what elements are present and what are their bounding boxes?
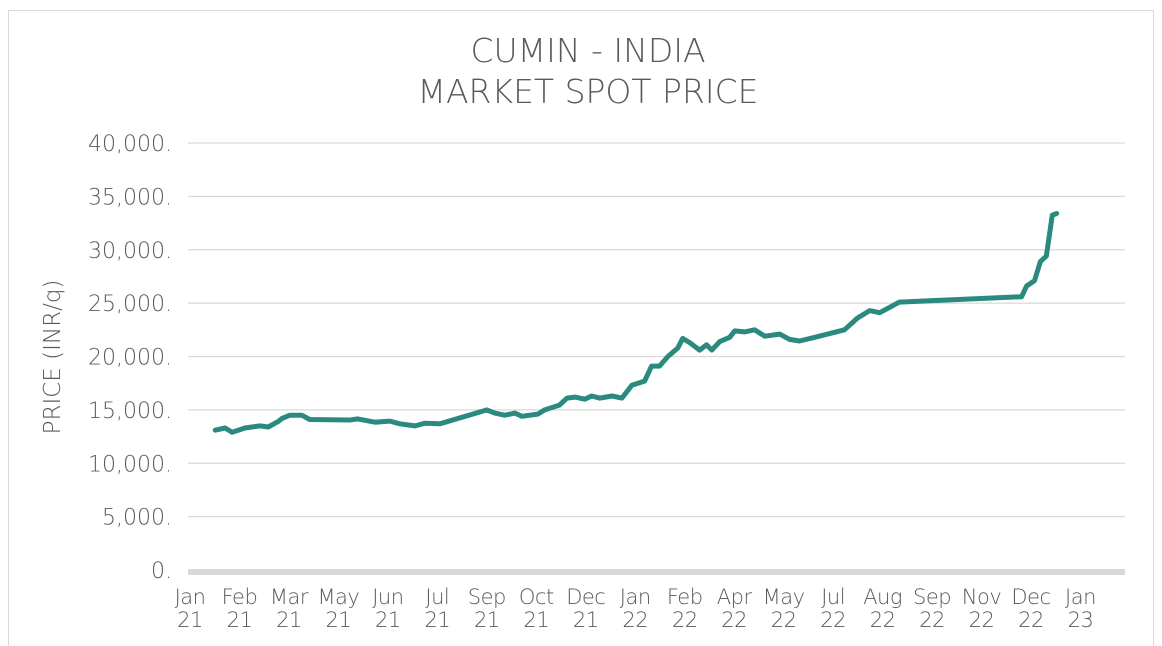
y-tick-label: 0.	[151, 559, 172, 584]
x-tick-label: Jul 22	[820, 585, 846, 632]
chart-title: MARKET SPOT PRICE	[417, 72, 758, 111]
y-tick-label: 5,000.	[102, 506, 172, 531]
x-tick-label: Feb 22	[666, 585, 703, 632]
x-tick-label: Jul 21	[424, 585, 451, 632]
y-tick-label: 25,000.	[88, 292, 172, 317]
y-tick-label: 15,000.	[88, 399, 172, 424]
x-tick-label: Sep 22	[913, 585, 952, 632]
y-tick-label: 10,000.	[88, 452, 172, 477]
x-tick-label: May 21	[317, 585, 360, 632]
x-tick-label: Jun 21	[372, 585, 404, 632]
x-tick-label: Nov 22	[961, 585, 1002, 632]
x-tick-label: Aug 22	[863, 585, 902, 632]
x-tick-label: Oct 21	[518, 585, 554, 632]
x-tick-label: Dec 21	[566, 585, 606, 632]
x-tick-label: Sep 21	[467, 585, 507, 632]
y-axis-label: PRICE (INR/q)	[40, 280, 66, 435]
x-tick-label: Feb 21	[221, 585, 258, 632]
x-tick-label: Dec 22	[1011, 585, 1051, 632]
x-tick-label: Mar 21	[269, 585, 309, 632]
x-tick-label: Jan 23	[1065, 585, 1096, 632]
y-tick-label: 30,000.	[88, 239, 172, 264]
y-tick-label: 20,000.	[88, 346, 172, 371]
data-line	[212, 211, 1060, 435]
y-tick-label: 40,000.	[88, 132, 172, 157]
y-tick-label: 35,000.	[88, 185, 172, 210]
x-tick-label: Apr 22	[716, 585, 752, 632]
chart-border	[8, 10, 1154, 646]
x-tick-label: Jan 22	[619, 585, 651, 632]
x-tick-label: Jan 21	[174, 585, 206, 632]
chart-title: CUMIN - INDIA	[470, 31, 705, 70]
x-tick-label: May 22	[762, 585, 805, 632]
